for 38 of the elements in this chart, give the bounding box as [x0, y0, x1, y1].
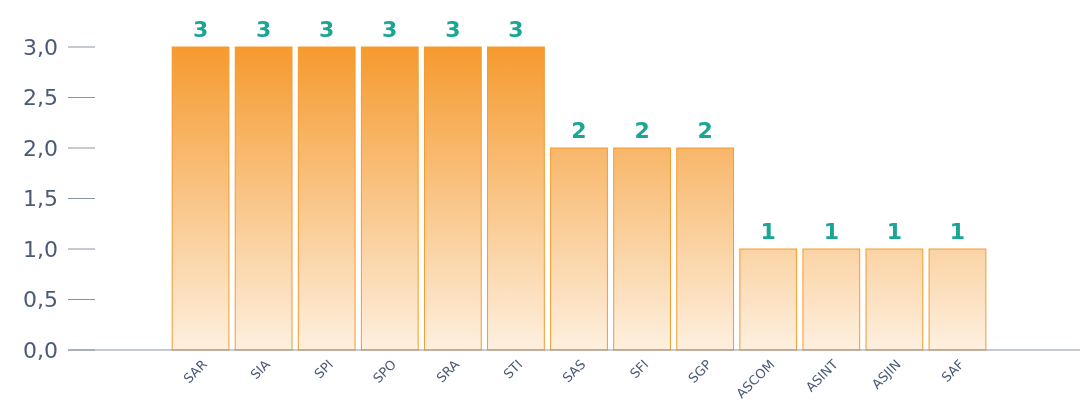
- data-label: 2: [571, 118, 587, 143]
- data-label: 3: [192, 17, 209, 42]
- x-tick-label: SIA: [247, 356, 274, 383]
- x-tick-label: SFI: [626, 356, 652, 382]
- bar: [360, 46, 419, 351]
- x-tick-label: SRA: [433, 356, 463, 386]
- y-tick-label: 3,0: [23, 34, 58, 60]
- bar: [928, 248, 987, 351]
- y-tick-label: 2,5: [23, 85, 58, 111]
- bar: [613, 147, 671, 351]
- bar: [550, 147, 608, 351]
- data-label: 3: [382, 17, 398, 42]
- y-tick-label: 1,5: [23, 186, 58, 212]
- data-label: 2: [697, 118, 713, 143]
- bar: [865, 248, 924, 351]
- y-tick-label: 2,0: [23, 135, 58, 161]
- data-label: 3: [508, 17, 524, 42]
- data-label: 1: [949, 219, 966, 244]
- x-tick-label: STI: [500, 356, 526, 382]
- bar: [676, 147, 735, 351]
- bar: [739, 248, 798, 351]
- bar: [423, 46, 482, 351]
- bar: [297, 46, 356, 351]
- bar: [487, 46, 545, 351]
- data-label: 3: [319, 17, 335, 42]
- bar: [802, 248, 861, 351]
- data-label: 1: [823, 219, 839, 244]
- y-tick-label: 1,0: [23, 236, 58, 262]
- data-label: 3: [255, 17, 272, 42]
- x-tick-label: SPI: [311, 356, 337, 382]
- y-tick-label: 0,0: [23, 337, 58, 363]
- data-label: 1: [886, 219, 903, 244]
- data-label: 2: [634, 118, 650, 143]
- data-label: 3: [445, 17, 461, 42]
- y-tick-label: 0,5: [23, 287, 58, 313]
- data-label: 1: [760, 219, 776, 244]
- bar: [234, 46, 293, 351]
- bar: [171, 46, 230, 351]
